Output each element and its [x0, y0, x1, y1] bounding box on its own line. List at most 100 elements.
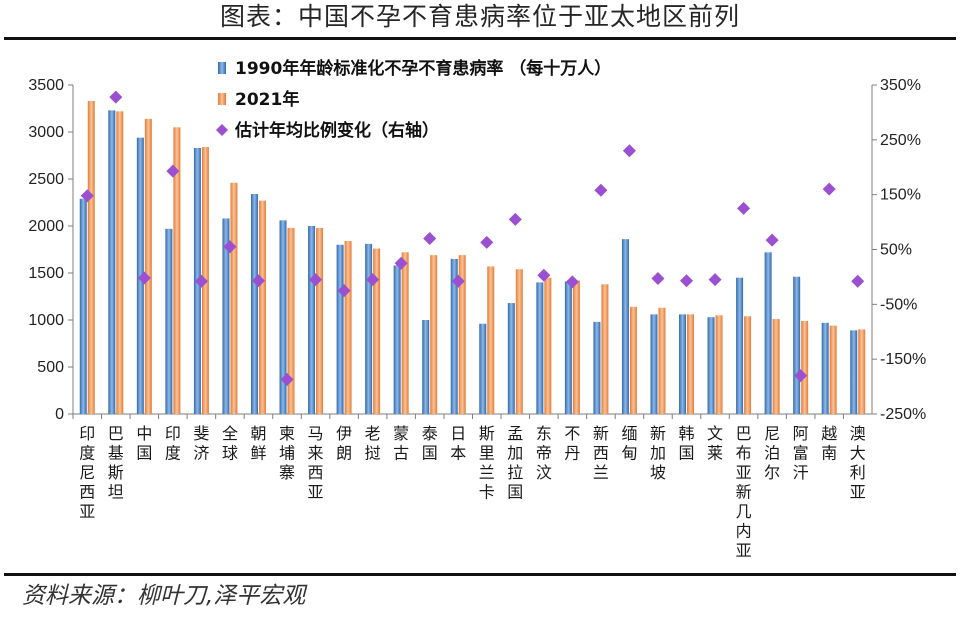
x-category-label: 卡: [479, 483, 495, 502]
x-category-label: 汗: [793, 463, 809, 482]
change-point: [80, 189, 94, 203]
x-category-label: 西: [308, 463, 324, 482]
x-category-label: 本: [450, 444, 466, 463]
x-category-label: 度: [79, 444, 95, 463]
y-left-tick-label: 1000: [28, 312, 64, 329]
bar-2021: [401, 252, 409, 414]
bar-2021: [430, 255, 438, 414]
change-point: [737, 201, 751, 215]
bar-1990: [79, 198, 87, 414]
x-category-label: 亚: [736, 463, 752, 482]
x-category-label: 泊: [764, 444, 780, 463]
x-category-label: 内: [736, 522, 752, 541]
change-point: [822, 182, 836, 196]
bar-1990: [821, 322, 829, 414]
bar-1990: [450, 258, 458, 414]
bar-1990: [108, 110, 116, 414]
bar-2021: [772, 319, 780, 414]
x-category-label: 朗: [336, 444, 352, 463]
change-point: [366, 273, 380, 287]
bar-2021: [658, 307, 666, 414]
x-category-label: 加: [507, 444, 523, 463]
bar-1990: [279, 220, 287, 414]
x-category-label: 亚: [79, 502, 95, 521]
bar-2021: [458, 255, 466, 414]
y-right-tick-label: 250%: [880, 132, 921, 149]
x-category-label: 柬: [279, 424, 295, 443]
bar-1990: [165, 228, 173, 414]
x-category-label: 韩: [679, 424, 695, 443]
bar-2021: [144, 118, 152, 414]
x-category-label: 日: [450, 424, 466, 443]
x-category-label: 古: [393, 444, 409, 463]
x-category-label: 挝: [365, 444, 381, 463]
bar-1990: [365, 243, 373, 414]
change-point: [622, 144, 636, 158]
x-category-label: 蒙: [393, 424, 409, 443]
bar-1990: [336, 244, 344, 414]
x-category-label: 来: [308, 444, 324, 463]
bar-2021: [687, 314, 695, 414]
x-category-label: 巴: [736, 424, 752, 443]
x-category-label: 巴: [108, 424, 124, 443]
change-point: [594, 183, 608, 197]
bar-2021: [715, 315, 723, 414]
bar-1990: [250, 194, 258, 414]
x-category-label: 伊: [336, 424, 352, 443]
change-point: [137, 271, 151, 285]
source-note: 资料来源：柳叶刀,泽平宏观: [22, 583, 306, 609]
bar-1990: [650, 314, 658, 414]
bar-1990: [793, 276, 801, 414]
change-point: [680, 274, 694, 288]
change-point: [794, 369, 808, 383]
bar-1990: [479, 323, 487, 414]
bar-2021: [801, 320, 809, 414]
bar-2021: [344, 241, 352, 414]
x-category-label: 布: [736, 444, 752, 463]
y-left-tick-label: 500: [37, 359, 64, 376]
x-category-label: 亚: [736, 541, 752, 560]
change-point: [251, 274, 265, 288]
x-category-label: 甸: [621, 444, 637, 463]
x-category-label: 亚: [850, 483, 866, 502]
bar-2021: [544, 277, 552, 414]
change-point: [223, 240, 237, 254]
change-point: [109, 90, 123, 104]
y-left-tick-label: 3000: [28, 124, 64, 141]
x-category-label: 利: [850, 463, 866, 482]
bar-1990: [736, 277, 744, 414]
legend-swatch-change: [216, 124, 228, 136]
bar-2021: [858, 329, 866, 414]
x-category-label: 西: [79, 483, 95, 502]
x-category-label: 斯: [108, 463, 124, 482]
y-left-tick-label: 1500: [28, 265, 64, 282]
x-category-label: 朝: [250, 424, 266, 443]
y-right-tick-label: 150%: [880, 187, 921, 204]
x-category-label: 兰: [593, 463, 609, 482]
x-category-label: 澳: [850, 424, 866, 443]
legend-label: 2021年: [235, 89, 299, 110]
bar-1990: [679, 314, 687, 414]
x-category-label: 埔: [279, 444, 295, 463]
change-point: [480, 235, 494, 249]
x-category-label: 富: [793, 444, 809, 463]
x-category-label: 泰: [422, 424, 438, 443]
bottom-rule: [4, 573, 956, 576]
page-title: 图表：中国不孕不育患病率位于亚太地区前列: [219, 2, 740, 31]
x-category-label: 鲜: [250, 444, 266, 463]
change-point: [708, 273, 722, 287]
y-left-tick-label: 2000: [28, 218, 64, 235]
y-left-tick-label: 3500: [28, 77, 64, 94]
bar-1990: [222, 218, 230, 414]
x-category-label: 新: [593, 424, 609, 443]
x-category-label: 度: [165, 444, 181, 463]
x-category-label: 几: [736, 502, 752, 521]
change-point: [451, 274, 465, 288]
bar-2021: [116, 111, 124, 414]
x-category-label: 加: [650, 444, 666, 463]
bar-2021: [601, 284, 609, 414]
x-category-label: 坦: [108, 483, 124, 502]
y-right-tick-label: -50%: [880, 296, 917, 313]
bar-2021: [230, 182, 238, 414]
